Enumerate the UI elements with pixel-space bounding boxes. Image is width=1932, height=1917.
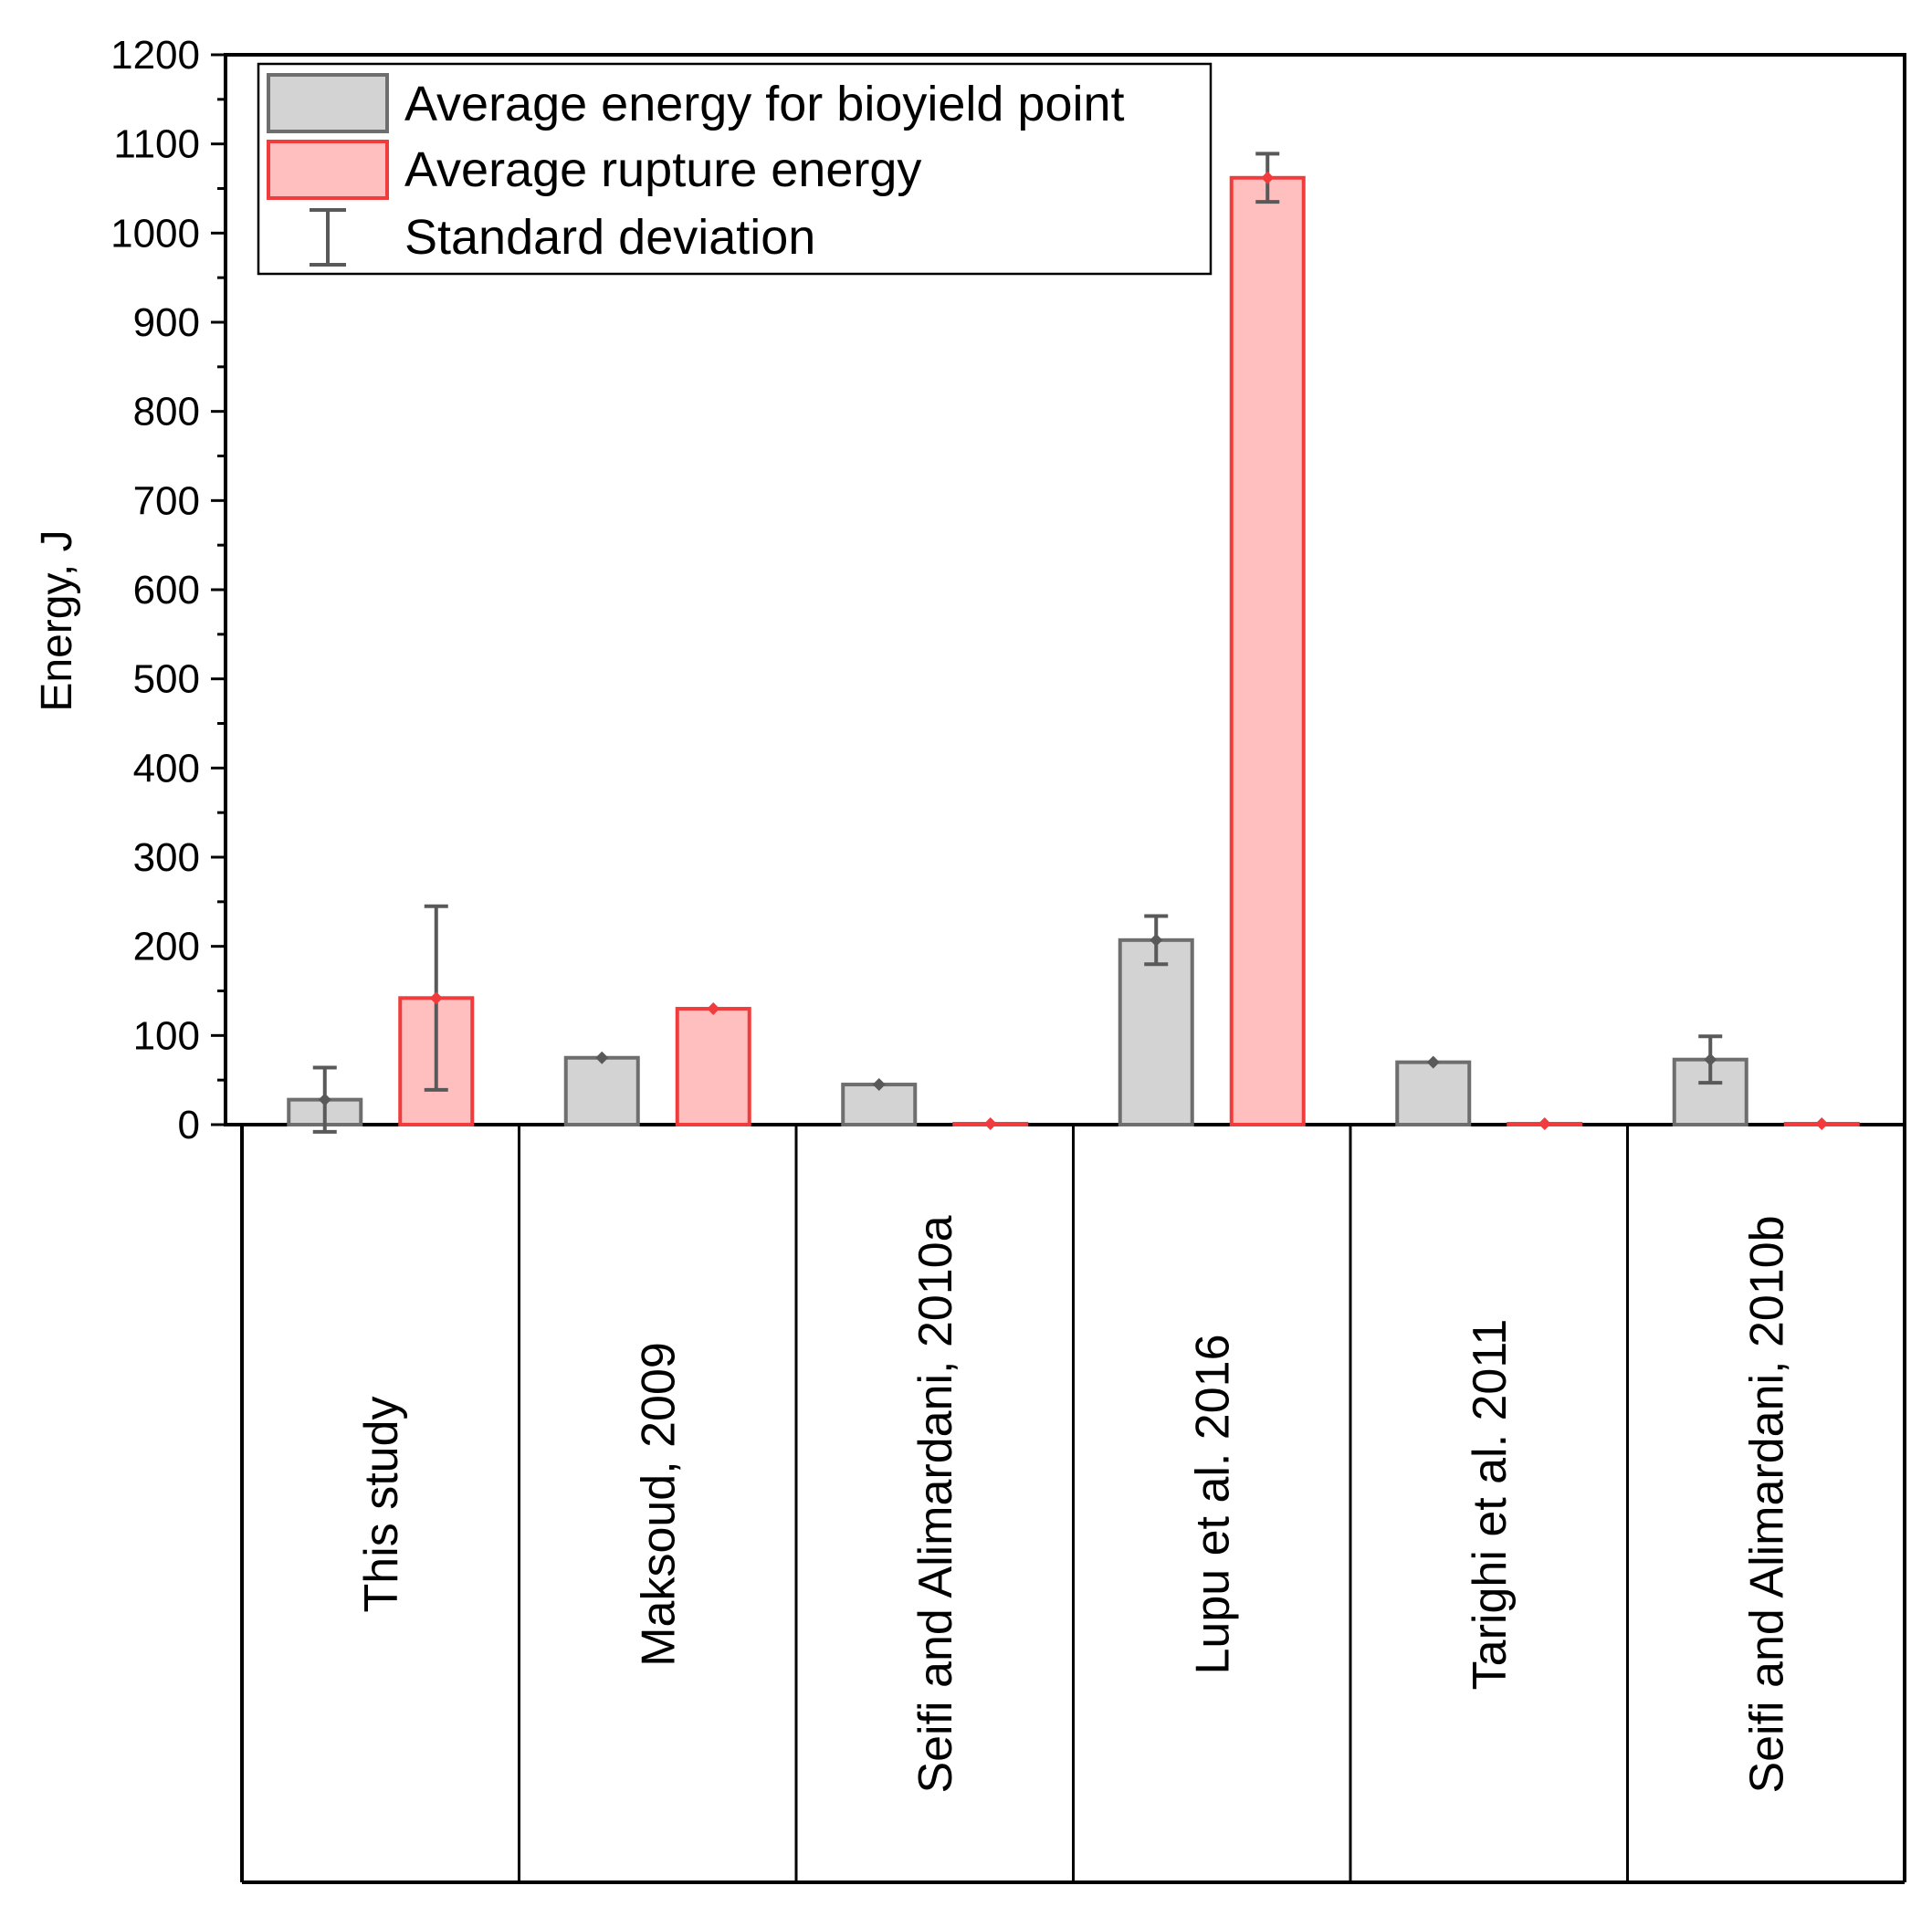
legend: Average energy for bioyield point Averag… [257,62,1213,276]
legend-swatch-rupture [267,140,389,200]
y-tick-label: 100 [133,1013,200,1058]
y-tick-label: 300 [133,835,200,880]
mean-marker [1261,171,1275,184]
legend-label-rupture: Average rupture energy [404,142,921,197]
y-tick-label: 700 [133,478,200,523]
mean-marker [872,1078,886,1092]
y-tick-label: 0 [178,1103,200,1147]
bar-bioyield [563,1055,640,1126]
mean-marker [429,991,443,1005]
y-tick-label: 400 [133,746,200,791]
y-tick-label: 1200 [110,33,200,78]
legend-label-std-dev: Standard deviation [404,210,815,265]
bar-bioyield [1395,1060,1472,1126]
y-axis: 0 100 200 300 400 500 600 700 800 900 1000 1100 1200 [110,33,226,1147]
y-tick-label: 600 [133,568,200,613]
mean-marker [983,1117,997,1131]
y-axis-title: Energy, J [33,529,81,711]
bar-rupture [1229,175,1306,1126]
y-tick-label: 1100 [113,122,200,167]
category-label: Seifi and Alimardani, 2010b [1740,1215,1793,1793]
legend-error-bar-icon [310,208,346,267]
error-bars [312,152,1829,1134]
category-label: Seifi and Alimardani, 2010a [909,1215,962,1793]
bars [287,175,1860,1127]
mean-marker [707,1002,720,1016]
y-tick-label: 900 [133,300,200,345]
legend-box [257,62,1213,276]
mean-marker [1704,1053,1717,1066]
y-tick-label: 1000 [110,211,200,256]
bar-bioyield [841,1083,918,1127]
mean-marker [1538,1117,1551,1131]
legend-label-bioyield: Average energy for bioyield point [404,77,1125,131]
category-label: Maksoud, 2009 [632,1342,685,1667]
category-label: Lupu et al. 2016 [1186,1335,1239,1675]
category-label: Tarighi et al. 2011 [1464,1319,1517,1691]
category-label: This study [355,1397,408,1613]
y-tick-label: 800 [133,390,200,435]
category-panel: This study Maksoud, 2009 Seifi and Alimard… [240,1125,1906,1884]
mean-marker [318,1093,331,1106]
y-tick-label: 500 [133,657,200,702]
mean-marker [1426,1055,1440,1069]
mean-marker [1150,933,1163,947]
bar-rupture [675,1007,751,1126]
legend-swatch-bioyield [267,73,389,133]
y-tick-label: 200 [133,925,200,969]
mean-marker [1815,1117,1829,1131]
bar-bioyield [1118,938,1194,1126]
mean-marker [595,1051,609,1064]
